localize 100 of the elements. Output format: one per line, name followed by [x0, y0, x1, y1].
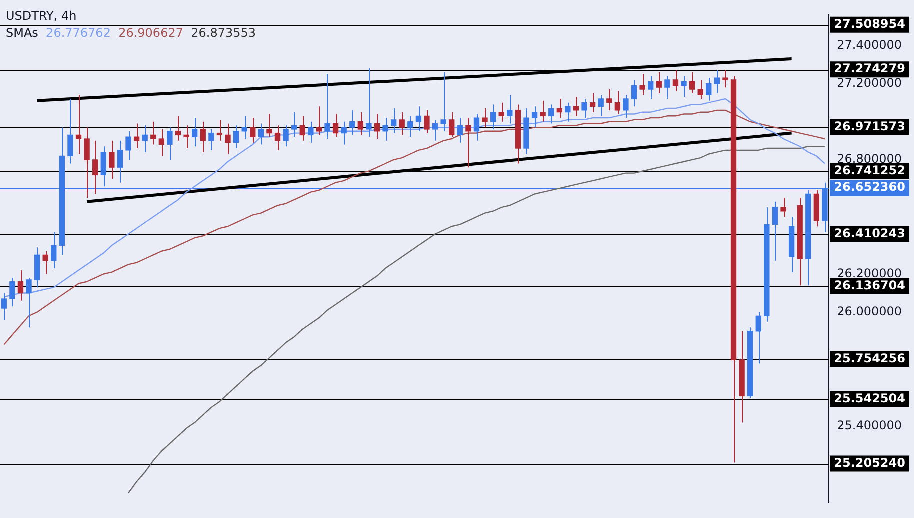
candlestick: [358, 112, 364, 136]
ref-line-label: 27.508954: [834, 17, 906, 32]
candlestick: [722, 70, 728, 88]
candlestick: [126, 130, 132, 160]
y-tick-label: 26.000000: [837, 304, 902, 318]
candlestick: [382, 118, 388, 142]
candlestick: [76, 94, 82, 155]
candlestick: [109, 140, 115, 180]
y-tick-label: 26.200000: [837, 266, 902, 280]
y-tick-label: 27.200000: [837, 76, 902, 90]
candlestick: [399, 112, 405, 136]
ref-line-label: 26.136704: [834, 278, 906, 292]
candlestick: [200, 121, 206, 153]
candlestick: [706, 78, 712, 102]
candlestick: [1, 292, 7, 320]
candlestick: [780, 198, 786, 218]
candlestick: [266, 114, 272, 138]
candlestick: [573, 96, 580, 117]
candlestick: [184, 125, 190, 150]
ref-line-label: 25.542504: [834, 392, 906, 406]
candlestick: [466, 118, 472, 168]
candlestick: [350, 110, 356, 136]
candlestick: [68, 98, 74, 164]
candlestick: [440, 72, 446, 132]
candlestick: [42, 250, 48, 275]
candlestick: [598, 94, 604, 117]
candlestick: [142, 125, 148, 153]
candlestick: [582, 98, 588, 119]
candlestick: [192, 118, 198, 148]
candlestick: [242, 116, 248, 140]
candlestick: [714, 70, 720, 94]
candlestick: [341, 121, 347, 146]
ref-line-label: 26.652360: [834, 180, 906, 194]
candlestick: [250, 118, 256, 144]
candlestick: [623, 94, 629, 119]
candlestick: [225, 123, 231, 155]
candlestick: [532, 106, 538, 128]
candlestick: [51, 232, 57, 270]
candlestick: [324, 74, 330, 140]
candlestick: [648, 76, 654, 100]
candlestick: [614, 90, 621, 115]
candlestick: [424, 110, 430, 134]
ref-line-label: 26.410243: [834, 226, 906, 240]
candlestick: [631, 79, 638, 108]
candlestick: [332, 114, 339, 138]
candlestick: [216, 119, 223, 142]
candlestick: [390, 108, 397, 134]
candlestick: [84, 127, 90, 199]
candlestick: [175, 116, 182, 142]
candlestick: [292, 112, 298, 138]
candlestick: [167, 127, 173, 160]
candlestick: [664, 76, 670, 100]
candlestick: [540, 100, 546, 122]
ref-line-label: 27.274279: [834, 62, 906, 76]
candlestick: [656, 72, 662, 94]
candlestick: [640, 74, 646, 96]
candlestick: [274, 125, 281, 151]
candlestick: [672, 70, 679, 92]
candlestick: [498, 102, 504, 122]
candlestick: [416, 106, 422, 132]
candlestick: [374, 114, 380, 140]
candlestick: [150, 121, 156, 146]
candlestick: [158, 128, 165, 157]
ref-line-label: 26.971573: [834, 119, 906, 134]
candlestick: [117, 140, 124, 184]
candlestick: [565, 102, 571, 122]
candlestick: [474, 114, 480, 142]
candlestick: [689, 72, 696, 94]
candlestick: [308, 121, 314, 144]
candlestick: [556, 98, 562, 119]
candlestick: [92, 140, 98, 195]
ref-line-label: 25.205240: [834, 456, 906, 470]
candlestick: [366, 68, 372, 138]
candlestick: [590, 92, 596, 113]
candlestick: [681, 76, 687, 98]
chart-title: USDTRY, 4h: [6, 9, 77, 23]
candlestick: [432, 119, 438, 142]
y-tick-label: 25.400000: [837, 418, 902, 433]
candlestick: [482, 108, 488, 128]
candlestick: [548, 104, 554, 124]
candlestick: [258, 123, 264, 146]
candlestick: [300, 116, 306, 142]
text: SMAs 26.776762 26.906627 26.873553: [6, 26, 256, 40]
candlestick: [490, 104, 496, 130]
candlestick: [233, 125, 240, 150]
candlestick: [449, 112, 455, 138]
ref-line-label: 25.754256: [834, 351, 906, 366]
candlestick: [698, 79, 704, 100]
candlestick: [10, 278, 16, 308]
candlestick: [283, 125, 289, 148]
candlestick: [208, 128, 214, 151]
candlestick: [18, 270, 24, 302]
candlestick: [316, 106, 322, 136]
candlestick: [606, 88, 612, 111]
candlestick: [408, 116, 414, 138]
candlestick: [457, 118, 463, 144]
candlestick: [756, 312, 762, 364]
candlestick: [507, 94, 513, 124]
candlestick: [772, 201, 778, 262]
candlestick: [26, 278, 32, 328]
